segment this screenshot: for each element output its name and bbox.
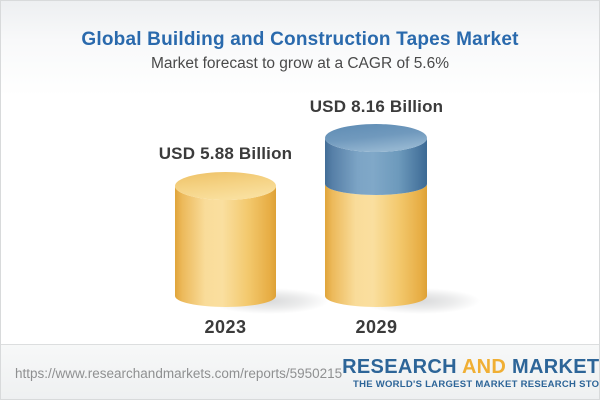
value-label-2023: USD 5.88 Billion [158, 144, 293, 163]
logo-word-and: AND [461, 355, 507, 378]
bar-2029-growth-segment [325, 138, 427, 195]
research-and-markets-logo: RESEARCH AND MARKETS THE WORLD'S LARGEST… [342, 355, 600, 390]
axis-label-2029: 2029 [355, 317, 398, 337]
logo-word-markets: MARKETS [512, 355, 600, 378]
axis-label-2023: 2023 [204, 317, 247, 337]
value-label-2029: USD 8.16 Billion [309, 97, 444, 116]
cylinder-bar-chart [175, 124, 480, 314]
page-title: Global Building and Construction Tapes M… [81, 29, 519, 50]
bar-2023-cylinder [175, 172, 276, 307]
page-subtitle: Market forecast to grow at a CAGR of 5.6… [150, 55, 450, 72]
logo-wordmark: RESEARCH AND MARKETS [342, 355, 600, 378]
bar-2029-base-segment [325, 184, 427, 307]
bar-2029-cylinder [325, 124, 427, 307]
report-url-link[interactable]: https://www.researchandmarkets.com/repor… [15, 365, 343, 381]
logo-tagline: THE WORLD'S LARGEST MARKET RESEARCH STOR… [352, 378, 600, 390]
footer-bar: https://www.researchandmarkets.com/repor… [1, 345, 600, 399]
footer-divider [1, 344, 599, 345]
logo-word-research: RESEARCH [342, 355, 457, 378]
